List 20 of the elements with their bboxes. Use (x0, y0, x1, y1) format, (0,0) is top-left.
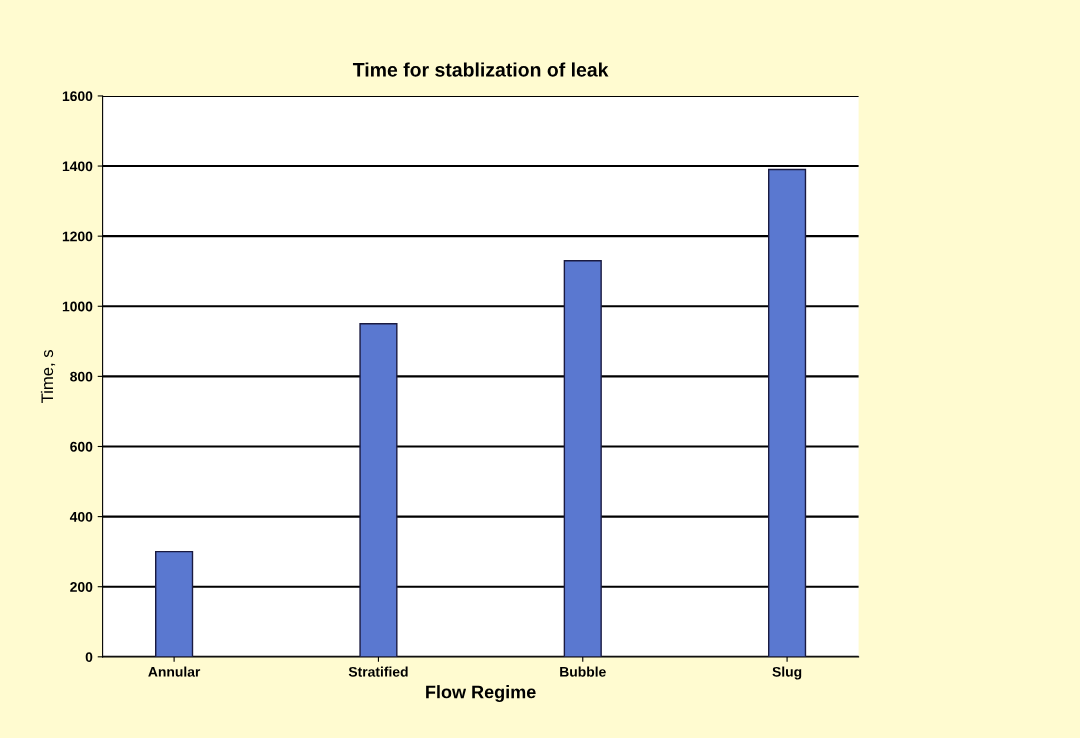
x-tick-label: Stratified (348, 666, 408, 677)
y-tick-label: 1600 (62, 91, 93, 102)
y-tick-label: 200 (70, 582, 93, 592)
x-tick-label: Bubble (560, 666, 606, 677)
y-tick-label: 1200 (62, 231, 93, 242)
bar (155, 550, 194, 657)
bar (563, 260, 602, 657)
chart-title: Time for stablization of leak (352, 62, 609, 77)
bar (359, 323, 398, 657)
y-axis-title: Time, s (40, 349, 56, 404)
y-tick-label: 1400 (62, 161, 93, 172)
y-tick-label: 600 (70, 441, 93, 452)
bar (768, 168, 807, 657)
x-axis-title: Flow Regime (426, 685, 536, 703)
y-tick-label: 800 (70, 371, 93, 382)
y-tick-label: 1000 (62, 301, 93, 312)
x-tick-label: Annular (148, 666, 201, 677)
y-tick-label: 400 (69, 511, 93, 522)
y-tick-label: 0 (85, 652, 93, 662)
x-tick-label: Slug (772, 666, 802, 680)
